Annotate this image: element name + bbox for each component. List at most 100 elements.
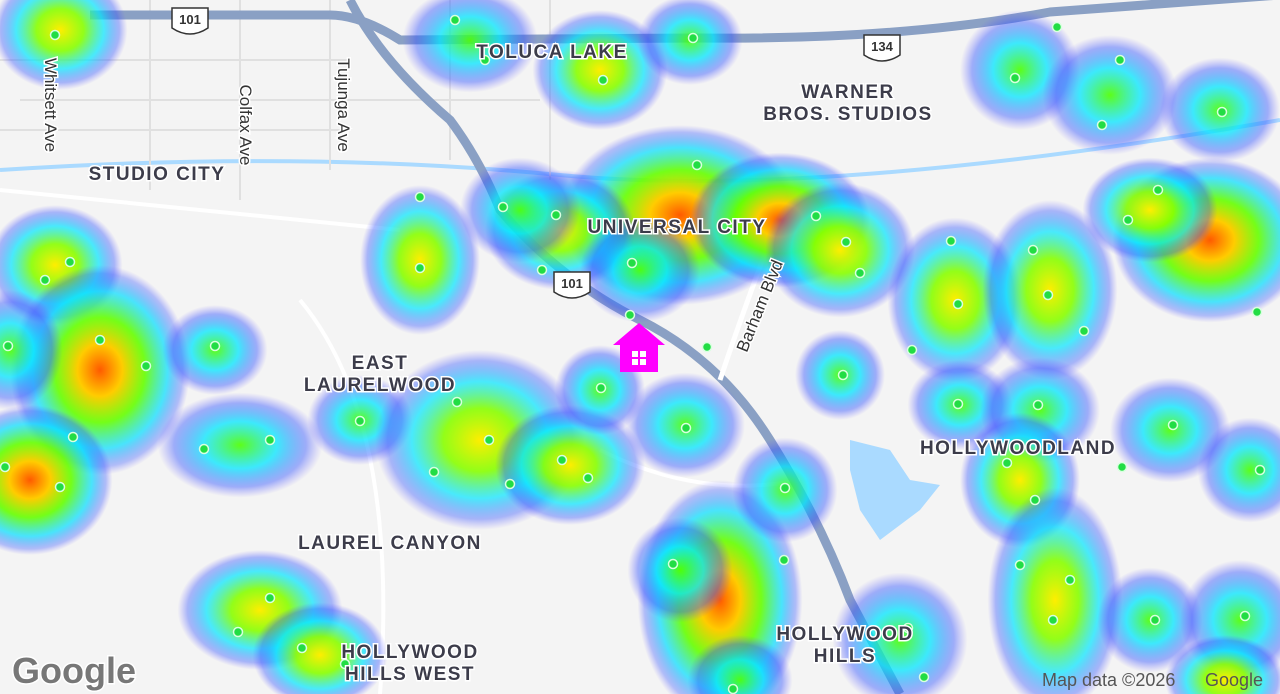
data-point <box>54 481 66 493</box>
place-label: BROS. STUDIOS <box>763 104 932 125</box>
heat-blob <box>0 290 63 410</box>
data-point <box>451 396 463 408</box>
data-point <box>49 29 61 41</box>
place-label: LAURELWOOD <box>304 375 456 396</box>
data-point <box>837 369 849 381</box>
data-point <box>1114 54 1126 66</box>
heat-blob <box>0 405 113 555</box>
place-label: HILLS <box>814 646 876 667</box>
data-point <box>1009 72 1021 84</box>
heat-blob <box>1165 635 1280 694</box>
data-point <box>1001 457 1013 469</box>
data-point <box>1051 21 1063 33</box>
data-point <box>680 422 692 434</box>
data-point <box>626 257 638 269</box>
data-point <box>667 558 679 570</box>
heat-blob <box>637 0 743 85</box>
heat-blob <box>0 0 128 90</box>
data-point <box>483 434 495 446</box>
data-point <box>582 472 594 484</box>
data-point <box>1251 306 1263 318</box>
heat-blob <box>360 185 480 335</box>
place-label: HILLS WEST <box>345 664 475 685</box>
data-point <box>67 431 79 443</box>
data-point <box>1216 106 1228 118</box>
data-point <box>906 344 918 356</box>
data-point <box>556 454 568 466</box>
data-point <box>778 554 790 566</box>
shield-label: 134 <box>871 39 893 54</box>
street-label: Colfax Ave <box>236 85 255 166</box>
data-point <box>1042 289 1054 301</box>
data-point <box>140 360 152 372</box>
data-point <box>296 642 308 654</box>
place-label: HOLLYWOODLAND <box>920 438 1116 459</box>
data-point <box>840 236 852 248</box>
heat-blob <box>1197 417 1280 523</box>
data-point <box>1239 610 1251 622</box>
shield: 101 <box>553 271 591 299</box>
heat-blob <box>460 157 580 263</box>
data-point <box>624 309 636 321</box>
data-point <box>0 461 11 473</box>
data-point <box>339 658 351 670</box>
street-label: Tujunga Ave <box>334 58 353 152</box>
data-point <box>1254 464 1266 476</box>
data-point <box>428 466 440 478</box>
place-label: LAUREL CANYON <box>298 533 482 554</box>
shield-label: 101 <box>179 12 201 27</box>
data-point <box>727 683 739 694</box>
data-point <box>691 159 703 171</box>
data-point <box>595 382 607 394</box>
home-marker <box>613 323 665 372</box>
data-point <box>497 201 509 213</box>
heat-blob <box>532 10 668 130</box>
data-point <box>687 32 699 44</box>
heat-blob <box>252 602 388 694</box>
data-point <box>264 434 276 446</box>
data-point <box>902 622 914 634</box>
data-point <box>854 267 866 279</box>
data-point <box>354 415 366 427</box>
data-point <box>1149 614 1161 626</box>
data-point <box>449 14 461 26</box>
shield-label: 101 <box>561 276 583 291</box>
place-label: UNIVERSAL CITY <box>587 217 766 238</box>
data-point <box>1027 244 1039 256</box>
data-point <box>1078 325 1090 337</box>
data-point <box>952 298 964 310</box>
data-point <box>414 262 426 274</box>
heat-blob <box>157 392 323 498</box>
data-point <box>1032 399 1044 411</box>
data-point <box>918 671 930 683</box>
data-point <box>536 264 548 276</box>
heat-blob <box>627 517 733 623</box>
data-point <box>701 341 713 353</box>
heat-blob <box>987 487 1123 694</box>
data-point <box>1047 614 1059 626</box>
place-label: EAST <box>352 353 409 374</box>
heat-blob <box>765 182 915 318</box>
heat-blob <box>1042 35 1178 155</box>
attribution-brand[interactable]: Google <box>1205 670 1263 690</box>
heat-blob <box>1082 157 1218 263</box>
google-logo: Google <box>12 650 136 691</box>
data-point <box>198 443 210 455</box>
data-point <box>1122 214 1134 226</box>
place-label: STUDIO CITY <box>89 164 226 185</box>
data-point <box>232 626 244 638</box>
heat-blob <box>832 572 968 694</box>
place-label: WARNER <box>801 82 894 103</box>
data-point <box>550 209 562 221</box>
data-point <box>479 54 491 66</box>
data-point <box>1064 574 1076 586</box>
data-point <box>779 482 791 494</box>
data-point <box>1152 184 1164 196</box>
data-point <box>810 210 822 222</box>
place-label: HOLLYWOOD <box>776 624 913 645</box>
data-point <box>1014 559 1026 571</box>
attribution: Map data ©2026 <box>1042 670 1175 690</box>
data-point <box>945 235 957 247</box>
